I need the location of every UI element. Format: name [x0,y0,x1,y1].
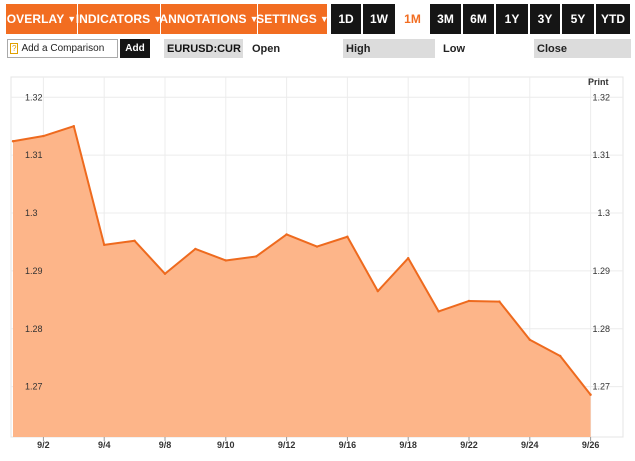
data-point [72,124,76,128]
x-tick-label: 9/16 [339,440,357,450]
x-tick-label: 9/10 [217,440,235,450]
data-point [224,259,227,262]
range-1m-button[interactable]: 1M [397,4,428,34]
price-chart[interactable]: 1.32 1.32 1.31 1.31 1.3 1.3 1.29 1.29 1.28 1.28 1.… [0,61,635,461]
y-tick-label-left: 1.27 [25,382,43,392]
chart-toolbar: OVERLAY ▼ INDICATORS ▼ ANNOTATIONS ▼ SETTIN… [0,0,635,37]
y-tick-label-left: 1.31 [25,150,43,160]
data-point [255,255,258,258]
y-tick-label-right: 1.27 [592,382,610,392]
high-label: High [343,39,435,58]
x-tick-label: 9/24 [521,440,539,450]
range-5y-button[interactable]: 5Y [562,4,594,34]
overlay-menu-button[interactable]: OVERLAY ▼ [6,4,77,34]
y-tick-label-left: 1.28 [25,324,43,334]
add-comparison-button[interactable]: Add [120,39,150,58]
ticker-symbol: EURUSD:CUR [164,39,243,58]
y-tick-label-right: 1.29 [592,266,610,276]
data-point [376,289,379,293]
range-6m-button[interactable]: 6M [463,4,494,34]
range-1w-button[interactable]: 1W [363,4,395,34]
x-tick-label: 9/22 [460,440,478,450]
data-point [407,256,410,260]
price-area [13,126,591,438]
data-point [133,239,136,242]
data-point [346,235,349,238]
price-line [12,125,592,396]
data-point [42,134,45,138]
data-point [194,247,197,251]
x-tick-label: 9/18 [399,440,417,450]
chevron-down-icon: ▼ [153,14,163,24]
range-1d-button[interactable]: 1D [331,4,361,34]
indicators-menu-label: INDICATORS [75,12,151,26]
range-ytd-button[interactable]: YTD [596,4,630,34]
data-point [467,299,471,303]
settings-menu-button[interactable]: SETTINGS ▼ [256,4,329,34]
data-point [528,338,531,341]
close-label: Close [534,39,631,58]
data-point [11,140,15,143]
x-tick-label: 9/2 [37,440,50,450]
chevron-down-icon: ▼ [67,14,77,24]
chevron-down-icon: ▼ [249,14,259,24]
help-icon[interactable]: ? [10,43,19,54]
data-point [559,354,562,358]
data-point [315,245,319,248]
data-point [103,243,106,247]
data-point [589,393,592,396]
chevron-down-icon: ▼ [319,14,329,24]
add-comparison-input[interactable]: ? Add a Comparison [7,39,118,58]
y-tick-label-right: 1.28 [592,324,610,334]
data-point [163,272,167,275]
y-tick-label-left: 1.32 [25,92,43,102]
settings-menu-label: SETTINGS [256,12,317,26]
annotations-menu-label: ANNOTATIONS [159,12,247,26]
x-tick-label: 9/12 [278,440,296,450]
x-tick-label: 9/4 [98,440,111,450]
indicators-menu-button[interactable]: INDICATORS ▼ [75,4,163,34]
range-3y-button[interactable]: 3Y [530,4,560,34]
range-3m-button[interactable]: 3M [430,4,461,34]
annotations-menu-button[interactable]: ANNOTATIONS ▼ [159,4,259,34]
x-tick-label: 9/26 [582,440,600,450]
print-link[interactable]: Print [588,77,609,87]
y-tick-label-right: 1.32 [592,92,610,102]
data-point [498,300,501,303]
overlay-menu-label: OVERLAY [6,12,65,26]
data-point [285,233,288,236]
open-label: Open [252,42,281,55]
chart-subheader: ? Add a Comparison Add EURUSD:CUR Open H… [0,37,635,61]
y-tick-label-right: 1.3 [597,208,610,218]
low-label: Low [443,42,465,55]
range-1y-button[interactable]: 1Y [496,4,528,34]
y-tick-label-left: 1.29 [25,266,43,276]
data-point [437,310,440,313]
x-tick-label: 9/8 [159,440,172,450]
y-tick-label-right: 1.31 [592,150,610,160]
add-comparison-placeholder: Add a Comparison [21,43,105,54]
price-area-chart: 1.32 1.32 1.31 1.31 1.3 1.3 1.29 1.29 1.28 1.28 1.… [10,76,624,450]
y-tick-label-left: 1.3 [25,208,38,218]
